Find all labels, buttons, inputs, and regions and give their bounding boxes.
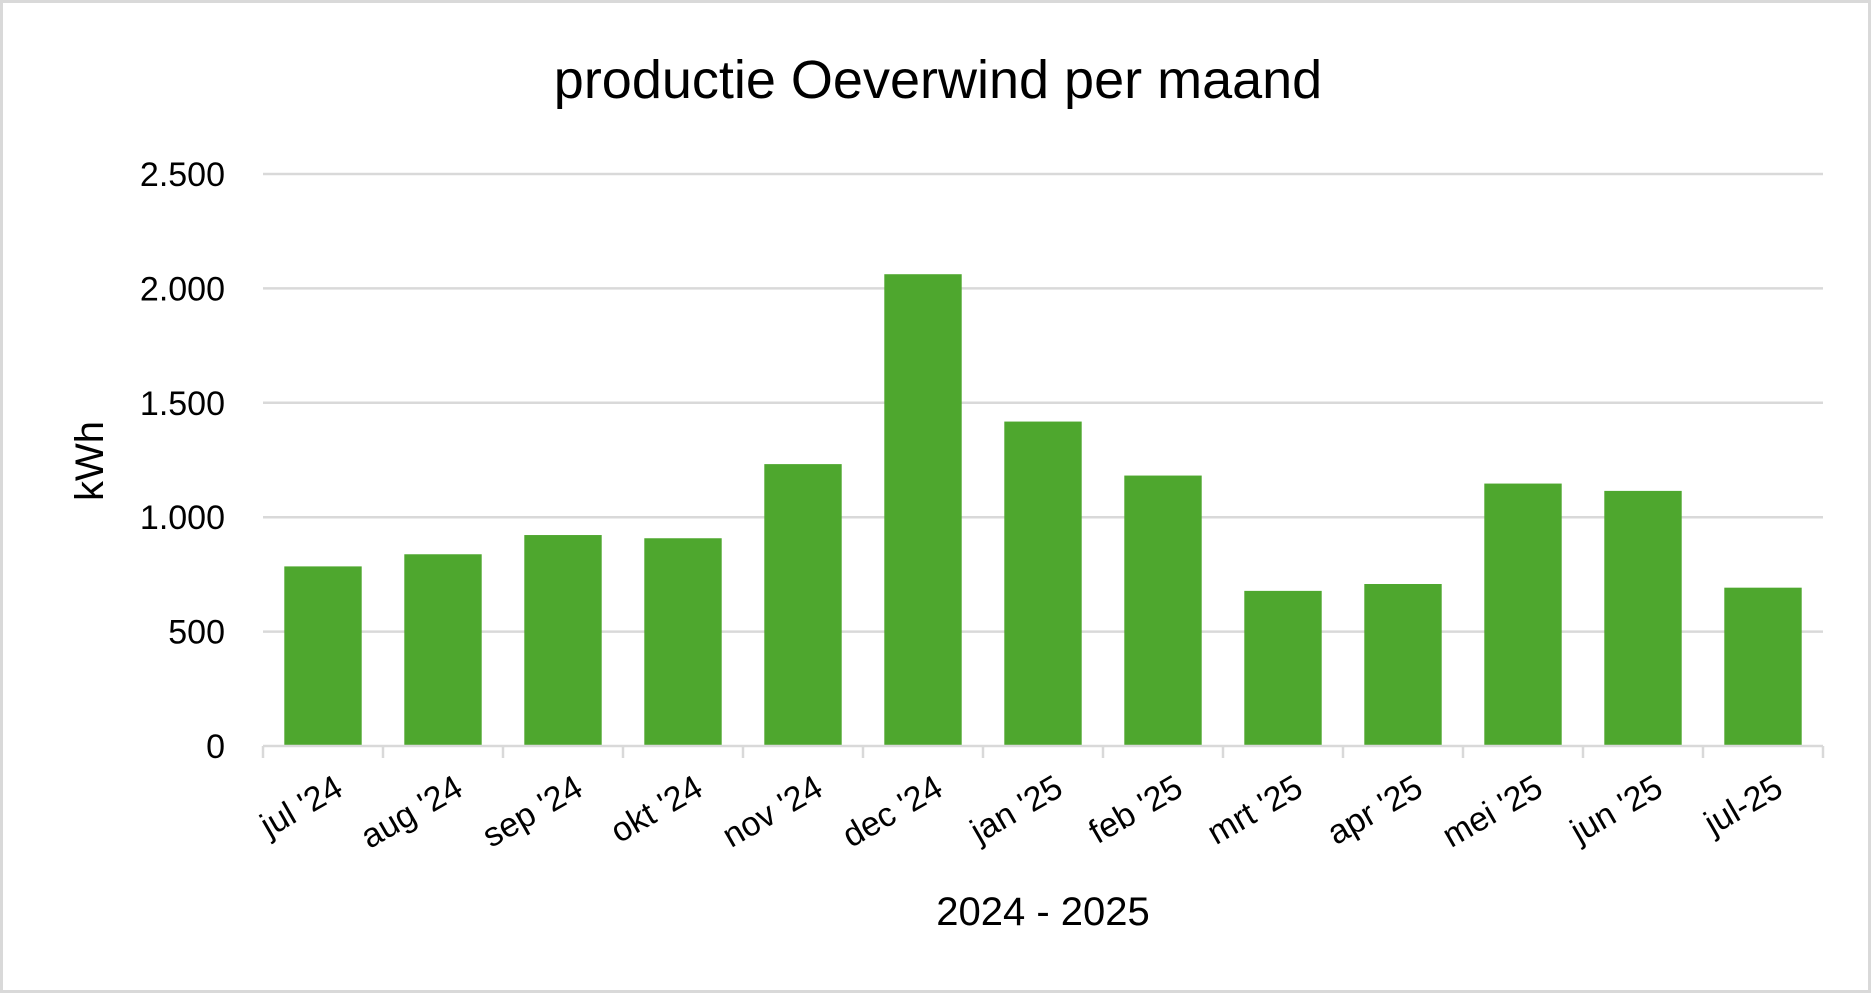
bar xyxy=(1124,475,1202,746)
y-tick-label: 2.500 xyxy=(140,156,225,194)
y-tick-label: 1.000 xyxy=(140,499,225,537)
x-tick-label: sep '24 xyxy=(476,768,589,855)
x-axis-title: 2024 - 2025 xyxy=(936,890,1150,934)
y-axis-title: kWh xyxy=(68,421,112,501)
bar xyxy=(1484,483,1562,746)
bar xyxy=(524,535,602,746)
x-axis xyxy=(261,744,1825,758)
x-tick-label: mei '25 xyxy=(1436,768,1549,855)
bar xyxy=(1724,587,1802,746)
bar xyxy=(884,274,962,746)
x-tick-label: mrt '25 xyxy=(1201,768,1309,852)
bar xyxy=(1244,590,1322,746)
x-tick-label: jun '25 xyxy=(1563,768,1669,851)
chart-title: productie Oeverwind per maand xyxy=(554,50,1322,110)
gridlines xyxy=(263,172,1823,633)
bar xyxy=(1364,584,1442,746)
x-tick-label: okt '24 xyxy=(604,768,709,850)
x-tick-label: aug '24 xyxy=(354,768,469,856)
x-tick-label: dec '24 xyxy=(836,768,949,855)
x-axis-ticks: jul '24 aug '24 sep '24 okt '24 nov '24 dec '… xyxy=(253,768,1789,856)
bar xyxy=(644,538,722,746)
bar xyxy=(1604,490,1682,746)
y-tick-label: 0 xyxy=(206,728,225,766)
x-tick-label: jan '25 xyxy=(963,768,1069,851)
x-tick-label: apr '25 xyxy=(1321,768,1429,852)
x-tick-label: jul-25 xyxy=(1697,768,1789,843)
bar xyxy=(284,566,362,746)
bar xyxy=(764,464,842,746)
bar xyxy=(1004,421,1082,746)
x-tick-label: jul '24 xyxy=(253,768,349,845)
y-tick-label: 1.500 xyxy=(140,385,225,423)
y-axis-ticks: 0 500 1.000 1.500 2.000 2.500 xyxy=(140,156,225,766)
bars xyxy=(284,274,1802,746)
x-tick-label: feb '25 xyxy=(1083,768,1189,851)
x-tick-label: nov '24 xyxy=(716,768,829,855)
y-tick-label: 500 xyxy=(168,614,225,652)
y-tick-label: 2.000 xyxy=(140,270,225,308)
bar xyxy=(404,554,482,746)
bar-chart: productie Oeverwind per maand 0 500 1.000 1… xyxy=(68,50,1825,934)
